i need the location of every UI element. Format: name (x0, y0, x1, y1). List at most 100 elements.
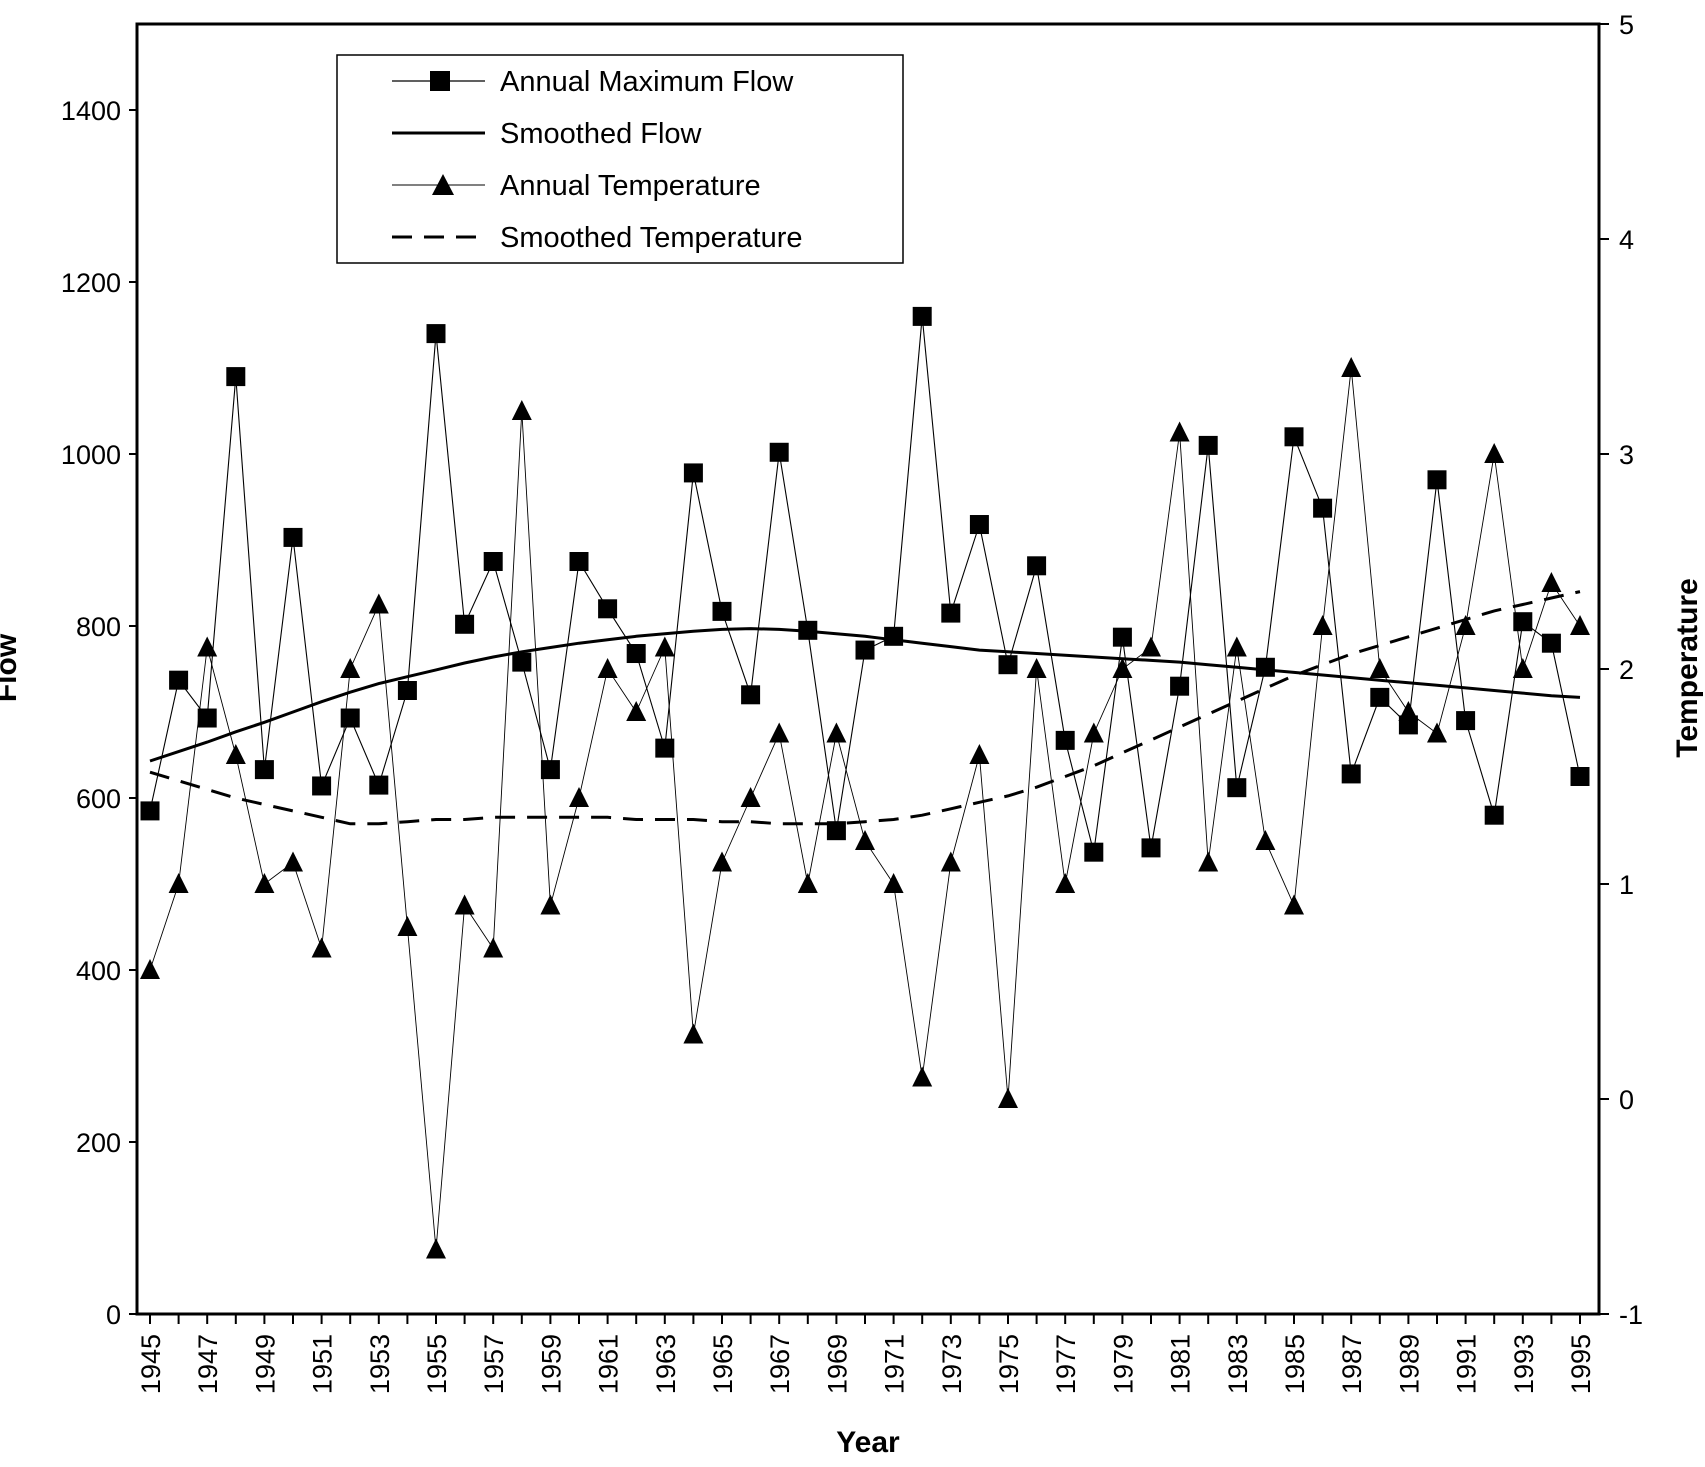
flow-point-1956 (455, 614, 475, 634)
x-tick-label: 1977 (1051, 1334, 1081, 1394)
temperature-point-1978 (1083, 722, 1104, 743)
flow-point-1953 (369, 775, 389, 795)
temperature-point-1979 (1112, 658, 1133, 678)
flow-point-1948 (226, 367, 246, 387)
temperature-point-1960 (569, 787, 589, 807)
flow-point-1949 (254, 760, 274, 780)
flow-point-1995 (1570, 767, 1590, 786)
flow-point-1960 (569, 552, 589, 571)
temperature-point-1952 (340, 658, 361, 678)
flow-point-1962 (626, 644, 646, 664)
x-tick-label: 1991 (1452, 1334, 1482, 1394)
temperature-point-1981 (1169, 421, 1190, 442)
x-tick-label: 1973 (937, 1334, 967, 1394)
x-tick-label: 1963 (651, 1334, 681, 1394)
flow-point-1958 (512, 652, 532, 672)
y-left-tick-label: 800 (76, 612, 121, 642)
flow-point-1974 (969, 515, 989, 535)
x-tick-label: 1993 (1509, 1334, 1539, 1394)
x-tick-label: 1951 (308, 1334, 338, 1394)
flow-point-1961 (598, 599, 618, 619)
flow-point-1946 (169, 670, 189, 690)
temperature-point-1973 (940, 851, 961, 872)
flow-point-1952 (340, 708, 360, 728)
temperature-point-1971 (883, 873, 904, 893)
y-axis-title-left: Flow (0, 633, 23, 702)
x-tick-label: 1989 (1394, 1334, 1424, 1394)
x-axis-title: Year (836, 1426, 900, 1459)
flow-point-1963 (655, 738, 675, 758)
flow-point-1982 (1198, 435, 1218, 455)
legend-entry-annual-max-flow: Annual Maximum Flow (392, 66, 794, 98)
y-right-tick-label: 3 (1619, 440, 1634, 470)
temperature-point-1962 (626, 701, 647, 721)
temperature-point-1966 (740, 787, 761, 807)
legend-label-annual-temperature: Annual Temperature (500, 170, 761, 202)
x-tick-label: 1987 (1337, 1334, 1367, 1394)
temperature-point-1956 (454, 894, 475, 915)
flow-point-1951 (312, 776, 332, 796)
temperature-point-1990 (1427, 722, 1447, 743)
series-layer (140, 306, 1590, 1259)
temperature-point-1970 (855, 830, 875, 850)
x-tick-label: 1985 (1280, 1334, 1310, 1394)
temperature-point-1957 (483, 937, 504, 958)
x-tick-label: 1947 (193, 1334, 223, 1394)
y-right-tick-label: -1 (1619, 1300, 1643, 1330)
y-left-tick-label: 400 (76, 956, 121, 986)
flow-point-1986 (1313, 498, 1333, 518)
x-tick-label: 1949 (250, 1334, 280, 1394)
flow-point-1991 (1456, 711, 1476, 731)
flow-point-1981 (1170, 676, 1190, 696)
legend-square-marker (430, 71, 450, 91)
legend-entry-annual-temperature: Annual Temperature (392, 170, 761, 202)
x-tick-label: 1981 (1166, 1334, 1196, 1394)
flow-point-1970 (855, 640, 875, 660)
temperature-point-1959 (540, 894, 561, 915)
y-right-tick-label: 4 (1619, 225, 1634, 255)
flow-point-1980 (1141, 838, 1161, 858)
temperature-point-1954 (397, 916, 418, 936)
temperature-point-1983 (1226, 636, 1247, 657)
y-right-tick-label: 5 (1619, 10, 1634, 40)
flow-point-1985 (1284, 427, 1304, 447)
temperature-point-1988 (1369, 658, 1390, 678)
temperature-point-1950 (283, 851, 303, 872)
y-right-tick-label: 0 (1619, 1085, 1634, 1115)
flow-point-1971 (884, 626, 904, 646)
flow-point-1954 (397, 681, 417, 700)
flow-point-1955 (426, 324, 446, 344)
x-tick-label: 1975 (994, 1334, 1024, 1394)
temperature-point-1984 (1255, 830, 1276, 850)
temperature-point-1995 (1570, 615, 1590, 635)
y-right-tick-label: 2 (1619, 655, 1634, 685)
flow-point-1947 (197, 708, 217, 728)
flow-point-1976 (1027, 556, 1047, 576)
flow-point-1993 (1513, 612, 1533, 632)
flow-point-1977 (1055, 730, 1075, 750)
temperature-point-1964 (683, 1023, 704, 1044)
x-tick-label: 1979 (1108, 1334, 1138, 1394)
temperature-point-1949 (254, 873, 275, 893)
temperature-point-1994 (1541, 572, 1562, 592)
temperature-point-1948 (225, 744, 246, 764)
flow-point-1987 (1341, 764, 1361, 784)
legend-triangle-marker (432, 174, 454, 195)
temperature-point-1976 (1026, 658, 1047, 678)
temperature-point-1953 (368, 593, 389, 614)
flow-point-1972 (912, 306, 932, 326)
series-line-smoothed-temperature (149, 590, 1581, 826)
y-left-tick-label: 1200 (61, 268, 121, 298)
y-right-tick-label: 1 (1619, 870, 1634, 900)
flow-point-1964 (683, 463, 703, 483)
flow-point-1979 (1112, 627, 1132, 647)
temperature-point-1985 (1284, 894, 1304, 915)
x-tick-label: 1983 (1223, 1334, 1253, 1394)
legend-label-smoothed-flow: Smoothed Flow (500, 118, 703, 150)
flow-point-1983 (1227, 778, 1247, 798)
flow-point-1975 (998, 655, 1018, 675)
temperature-point-1993 (1512, 658, 1533, 678)
legend: Annual Maximum Flow Smoothed Flow Annual… (336, 54, 904, 264)
temperature-point-1968 (797, 873, 818, 893)
flow-point-1988 (1370, 687, 1390, 707)
